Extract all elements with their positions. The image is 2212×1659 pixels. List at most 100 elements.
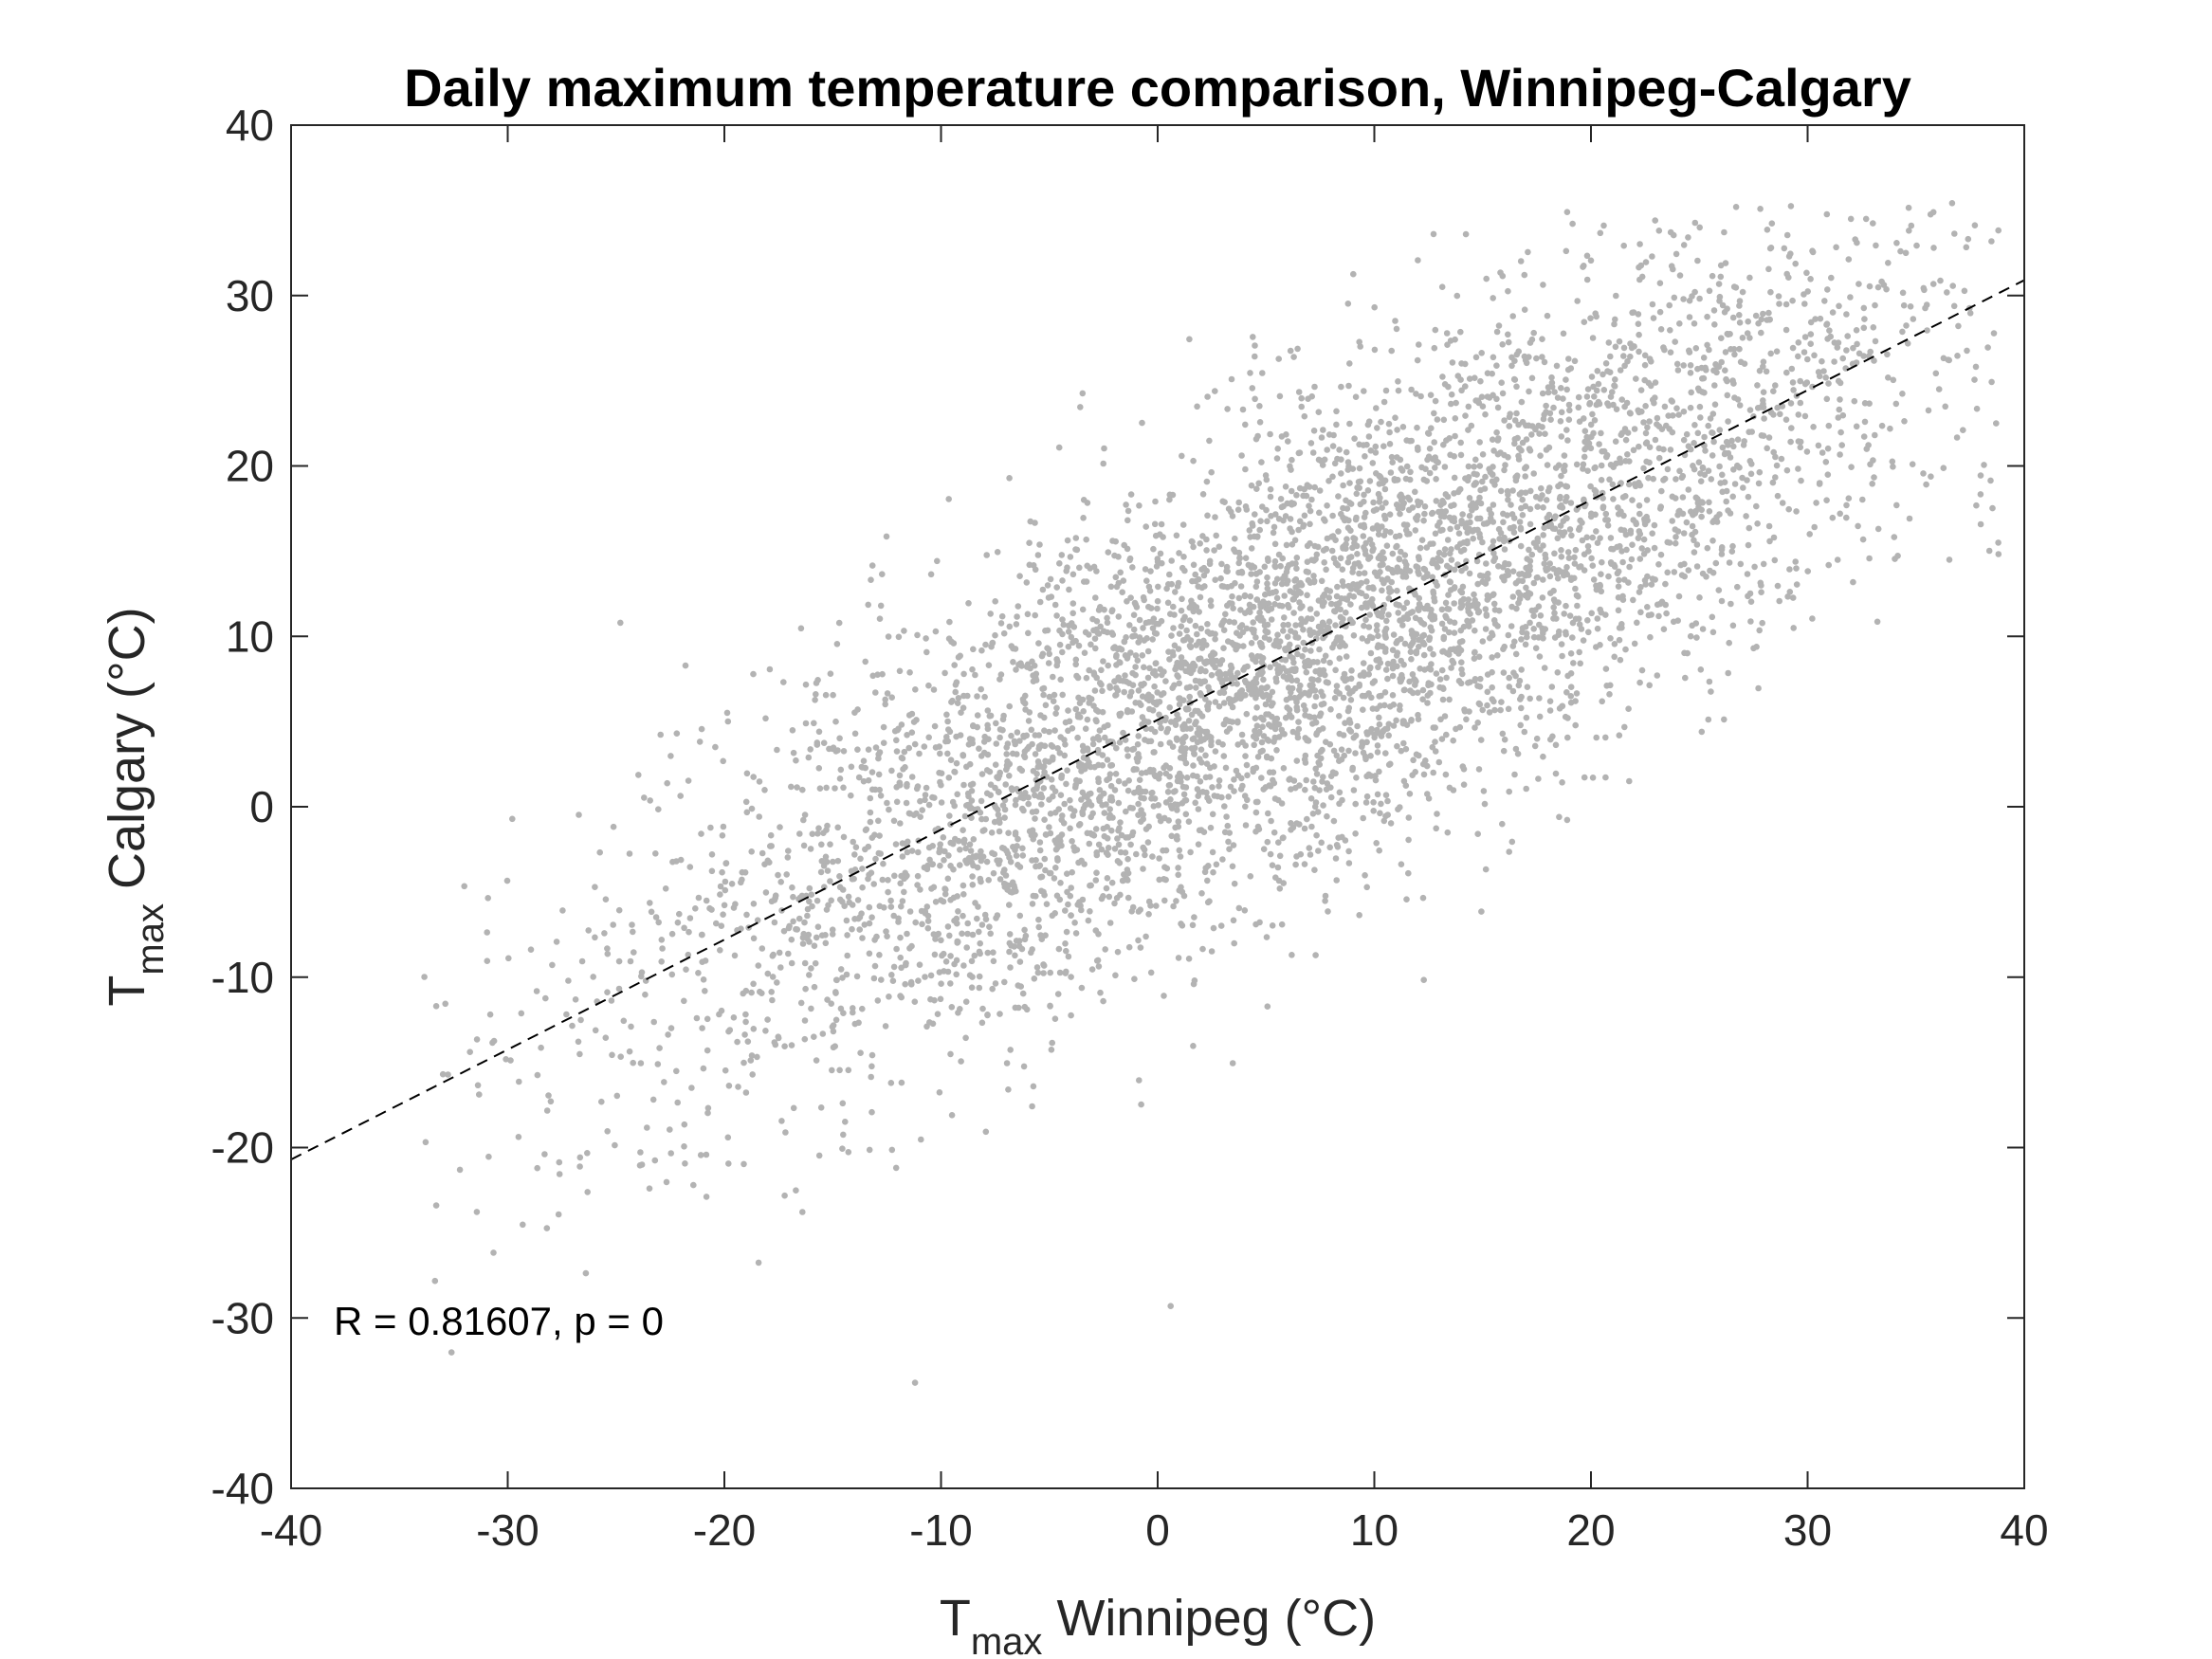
data-point — [953, 957, 960, 964]
data-point — [1204, 877, 1211, 884]
data-point — [1253, 578, 1261, 585]
data-point — [1324, 502, 1330, 509]
data-point — [1987, 477, 1994, 484]
data-point — [1063, 780, 1069, 788]
data-point — [1655, 454, 1663, 462]
data-point — [892, 841, 900, 848]
data-point — [1136, 776, 1143, 783]
data-point — [1360, 533, 1367, 539]
data-point — [1441, 626, 1449, 632]
data-point — [1369, 584, 1377, 591]
data-point — [1140, 815, 1146, 823]
data-point — [1230, 605, 1236, 611]
data-point — [1448, 400, 1454, 408]
data-point — [955, 695, 962, 702]
data-point — [1772, 382, 1779, 389]
data-point — [1073, 847, 1081, 853]
data-point — [865, 601, 871, 609]
data-point — [994, 549, 1001, 556]
data-point — [1229, 600, 1235, 607]
data-point — [916, 750, 923, 757]
data-point — [807, 846, 814, 852]
data-point — [1906, 515, 1913, 522]
data-point — [1521, 271, 1528, 279]
data-point — [1611, 563, 1618, 570]
data-point — [1571, 554, 1578, 561]
data-point — [1651, 521, 1658, 529]
data-point — [1432, 530, 1439, 538]
data-point — [837, 966, 845, 973]
data-point — [592, 884, 598, 890]
data-point — [1075, 642, 1083, 649]
data-point — [941, 848, 948, 855]
data-point — [604, 950, 612, 957]
data-point — [1068, 633, 1075, 641]
data-point — [887, 1080, 895, 1086]
data-point — [1092, 717, 1100, 723]
data-point — [788, 1042, 795, 1048]
data-point — [979, 1005, 986, 1012]
data-point — [1168, 580, 1175, 588]
data-point — [1640, 465, 1647, 472]
data-point — [1389, 550, 1397, 557]
data-point — [1541, 358, 1548, 366]
data-point — [1222, 764, 1230, 772]
data-point — [1615, 504, 1621, 511]
data-point — [1081, 578, 1088, 585]
data-point — [813, 680, 820, 686]
data-point — [1649, 301, 1656, 308]
data-point — [1264, 585, 1271, 592]
data-point — [1012, 646, 1019, 652]
data-point — [647, 900, 653, 906]
data-point — [542, 994, 549, 1002]
data-point — [837, 1005, 845, 1012]
data-point — [1041, 855, 1049, 863]
data-point — [1293, 703, 1300, 711]
data-point — [832, 1043, 838, 1049]
data-point — [1106, 684, 1114, 691]
data-point — [1489, 684, 1495, 691]
data-point — [983, 790, 991, 797]
data-point — [1095, 963, 1103, 970]
data-point — [1256, 403, 1263, 410]
data-point — [1833, 244, 1839, 251]
data-point — [757, 988, 763, 995]
data-point — [955, 939, 961, 945]
data-point — [1855, 522, 1861, 530]
data-point — [1269, 589, 1276, 596]
data-point — [876, 615, 884, 622]
data-point — [1843, 501, 1850, 509]
data-point — [1273, 455, 1281, 462]
data-point — [1621, 362, 1628, 370]
data-point — [1363, 793, 1371, 800]
data-point — [1709, 629, 1717, 636]
data-point — [743, 809, 751, 816]
data-point — [1804, 568, 1811, 574]
data-point — [1343, 609, 1349, 616]
data-point — [883, 533, 890, 540]
data-point — [1122, 849, 1129, 856]
data-point — [1467, 519, 1473, 526]
data-point — [833, 976, 840, 984]
data-point — [1656, 308, 1664, 316]
data-point — [1297, 605, 1304, 611]
data-point — [1593, 387, 1600, 394]
data-point — [1726, 559, 1733, 566]
data-point — [972, 671, 978, 679]
data-point — [1944, 289, 1950, 296]
data-point — [992, 631, 998, 639]
data-point — [1150, 615, 1158, 622]
data-point — [1051, 1015, 1059, 1022]
data-point — [1238, 687, 1246, 694]
data-point — [1231, 880, 1238, 887]
data-point — [1426, 445, 1434, 452]
data-point — [1535, 775, 1542, 782]
data-point — [1413, 563, 1419, 570]
data-point — [1860, 353, 1867, 359]
data-point — [1378, 800, 1384, 808]
data-point — [1197, 778, 1204, 785]
data-point — [1289, 456, 1295, 464]
data-point — [1085, 917, 1092, 924]
data-point — [915, 977, 922, 984]
data-point — [1186, 336, 1193, 343]
